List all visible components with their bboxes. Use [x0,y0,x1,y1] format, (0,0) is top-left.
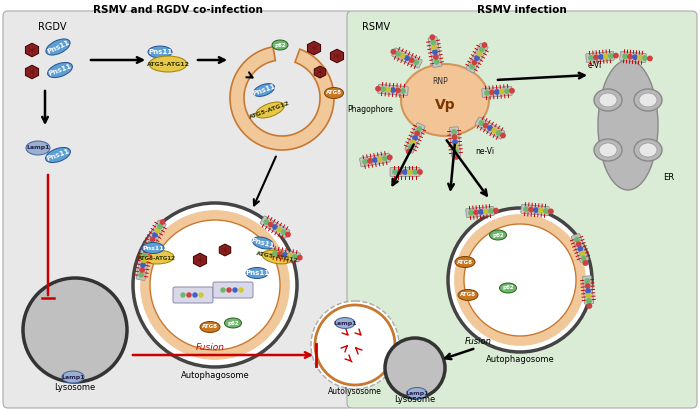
Circle shape [413,136,417,140]
Circle shape [233,288,237,292]
Circle shape [454,150,458,154]
Circle shape [528,207,533,212]
Text: p62: p62 [502,285,514,290]
Circle shape [288,254,292,258]
Circle shape [145,215,285,355]
Circle shape [141,263,145,267]
FancyBboxPatch shape [144,220,166,250]
Text: Pns11: Pns11 [251,83,276,97]
FancyBboxPatch shape [360,153,391,167]
Circle shape [298,255,302,260]
Text: Pns11: Pns11 [48,63,72,77]
Circle shape [594,55,598,60]
Text: Fusion: Fusion [465,337,491,346]
Circle shape [633,55,637,59]
Circle shape [395,88,400,92]
Circle shape [496,131,501,135]
Circle shape [473,60,477,65]
Ellipse shape [256,102,284,118]
Circle shape [221,288,225,292]
Circle shape [587,299,592,303]
Circle shape [23,278,127,382]
Ellipse shape [253,83,274,97]
Circle shape [623,54,627,58]
FancyBboxPatch shape [390,168,420,177]
Ellipse shape [598,60,658,190]
Polygon shape [230,47,334,150]
Circle shape [484,123,488,128]
Circle shape [534,208,538,212]
Circle shape [628,54,632,59]
Circle shape [434,55,438,59]
Circle shape [311,301,399,389]
Ellipse shape [634,89,662,111]
Circle shape [474,210,478,215]
Circle shape [484,209,488,213]
Text: Pns11: Pns11 [142,245,164,250]
Circle shape [141,258,146,262]
Circle shape [435,60,439,64]
FancyBboxPatch shape [347,11,697,408]
Circle shape [430,35,435,39]
Circle shape [459,219,581,341]
Circle shape [480,47,484,52]
Text: Lamp1: Lamp1 [62,375,85,380]
Circle shape [589,56,593,60]
Text: ATG5-ATG12: ATG5-ATG12 [249,100,291,120]
Text: ATG8: ATG8 [457,259,473,265]
Ellipse shape [455,256,475,267]
Circle shape [269,222,273,227]
Text: Autophagosome: Autophagosome [181,371,249,380]
Ellipse shape [325,88,344,99]
Ellipse shape [225,318,242,328]
FancyBboxPatch shape [582,276,594,304]
Ellipse shape [246,267,268,279]
Circle shape [273,251,277,256]
Circle shape [505,89,509,93]
Circle shape [160,220,164,224]
Ellipse shape [599,93,617,107]
Circle shape [453,145,458,149]
Circle shape [464,224,576,336]
FancyBboxPatch shape [586,52,615,63]
Circle shape [470,65,474,69]
Circle shape [643,56,648,60]
Circle shape [227,288,231,292]
FancyBboxPatch shape [482,86,512,98]
FancyBboxPatch shape [260,216,290,238]
Circle shape [648,56,652,61]
Ellipse shape [272,40,288,50]
Circle shape [407,149,411,154]
Circle shape [286,232,290,237]
Text: ATG8: ATG8 [460,292,476,297]
Circle shape [544,209,548,213]
FancyBboxPatch shape [466,43,488,73]
Circle shape [586,289,590,293]
Circle shape [139,273,144,277]
Circle shape [391,49,395,54]
Text: Lamp1: Lamp1 [405,391,428,396]
Circle shape [373,158,377,162]
Text: Pns11: Pns11 [251,237,275,249]
Circle shape [278,252,282,256]
Text: Autolysosome: Autolysosome [328,387,382,396]
Circle shape [638,55,642,60]
Circle shape [187,293,191,297]
Circle shape [485,91,489,95]
Ellipse shape [148,46,172,58]
Circle shape [453,140,457,144]
FancyBboxPatch shape [620,52,646,63]
Circle shape [393,170,397,174]
Ellipse shape [639,93,657,107]
Ellipse shape [639,143,657,157]
Circle shape [405,56,409,60]
Circle shape [153,233,158,237]
Polygon shape [330,49,344,63]
Circle shape [391,88,395,92]
Circle shape [409,145,413,149]
Text: Pns11: Pns11 [148,49,172,55]
FancyBboxPatch shape [213,282,253,298]
Ellipse shape [634,139,662,161]
Text: ATG8: ATG8 [202,324,218,330]
